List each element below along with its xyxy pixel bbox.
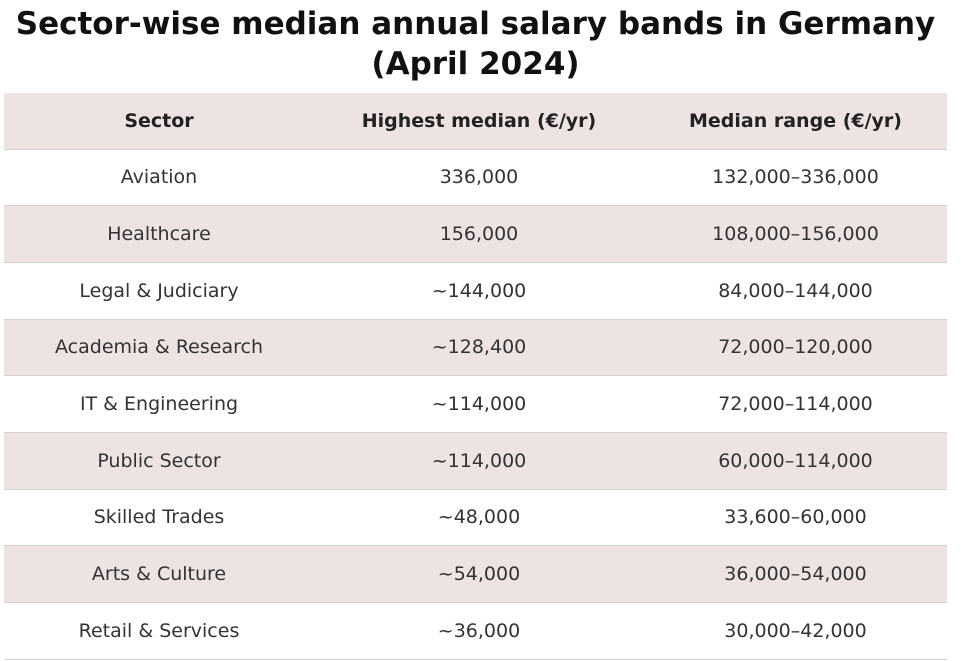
cell-sector: Public Sector (97, 449, 221, 472)
table-row: Public Sector ~114,000 60,000–114,000 (4, 432, 947, 490)
salary-table-container: Sector Highest median (€/yr) Median rang… (4, 93, 947, 660)
cell-median-range: 36,000–54,000 (724, 563, 867, 586)
cell-highest-median: 156,000 (439, 223, 519, 246)
cell-sector: Retail & Services (78, 619, 240, 642)
table-row: Legal & Judiciary ~144,000 84,000–144,00… (4, 262, 947, 320)
page-title: Sector-wise median annual salary bands i… (15, 6, 936, 82)
cell-median-range: 33,600–60,000 (724, 506, 867, 529)
cell-highest-median: ~36,000 (437, 619, 521, 642)
table-row: Arts & Culture ~54,000 36,000–54,000 (4, 545, 947, 603)
cell-sector: Arts & Culture (91, 563, 227, 586)
table-row: Retail & Services ~36,000 30,000–42,000 (4, 602, 947, 660)
cell-highest-median: ~48,000 (437, 506, 521, 529)
header-sector: Sector (124, 109, 194, 132)
cell-sector: Healthcare (107, 223, 211, 246)
table-row: IT & Engineering ~114,000 72,000–114,000 (4, 375, 947, 433)
cell-highest-median: 336,000 (439, 166, 519, 189)
salary-table: Sector Highest median (€/yr) Median rang… (4, 93, 947, 660)
cell-median-range: 72,000–114,000 (718, 393, 873, 416)
cell-sector: Academia & Research (55, 336, 263, 359)
cell-highest-median: ~54,000 (437, 563, 521, 586)
cell-sector: Legal & Judiciary (79, 279, 239, 302)
table-body: Aviation 336,000 132,000–336,000 Healthc… (4, 149, 947, 660)
table-row: Healthcare 156,000 108,000–156,000 (4, 205, 947, 263)
cell-median-range: 60,000–114,000 (718, 449, 873, 472)
cell-sector: Aviation (120, 166, 198, 189)
cell-median-range: 108,000–156,000 (712, 223, 879, 246)
table-row: Aviation 336,000 132,000–336,000 (4, 149, 947, 206)
table-header: Sector Highest median (€/yr) Median rang… (4, 93, 947, 149)
cell-highest-median: ~114,000 (431, 393, 527, 416)
cell-sector: Skilled Trades (93, 506, 225, 529)
cell-median-range: 30,000–42,000 (724, 619, 867, 642)
table-row: Skilled Trades ~48,000 33,600–60,000 (4, 489, 947, 546)
cell-highest-median: ~144,000 (431, 279, 527, 302)
cell-median-range: 72,000–120,000 (718, 336, 873, 359)
cell-highest-median: ~128,400 (431, 336, 527, 359)
cell-median-range: 132,000–336,000 (712, 166, 879, 189)
header-median-range: Median range (€/yr) (689, 109, 902, 132)
table-row: Academia & Research ~128,400 72,000–120,… (4, 319, 947, 376)
cell-median-range: 84,000–144,000 (718, 279, 873, 302)
cell-sector: IT & Engineering (79, 393, 239, 416)
cell-highest-median: ~114,000 (431, 449, 527, 472)
header-row: Sector Highest median (€/yr) Median rang… (4, 93, 947, 149)
header-highest-median: Highest median (€/yr) (361, 109, 597, 132)
